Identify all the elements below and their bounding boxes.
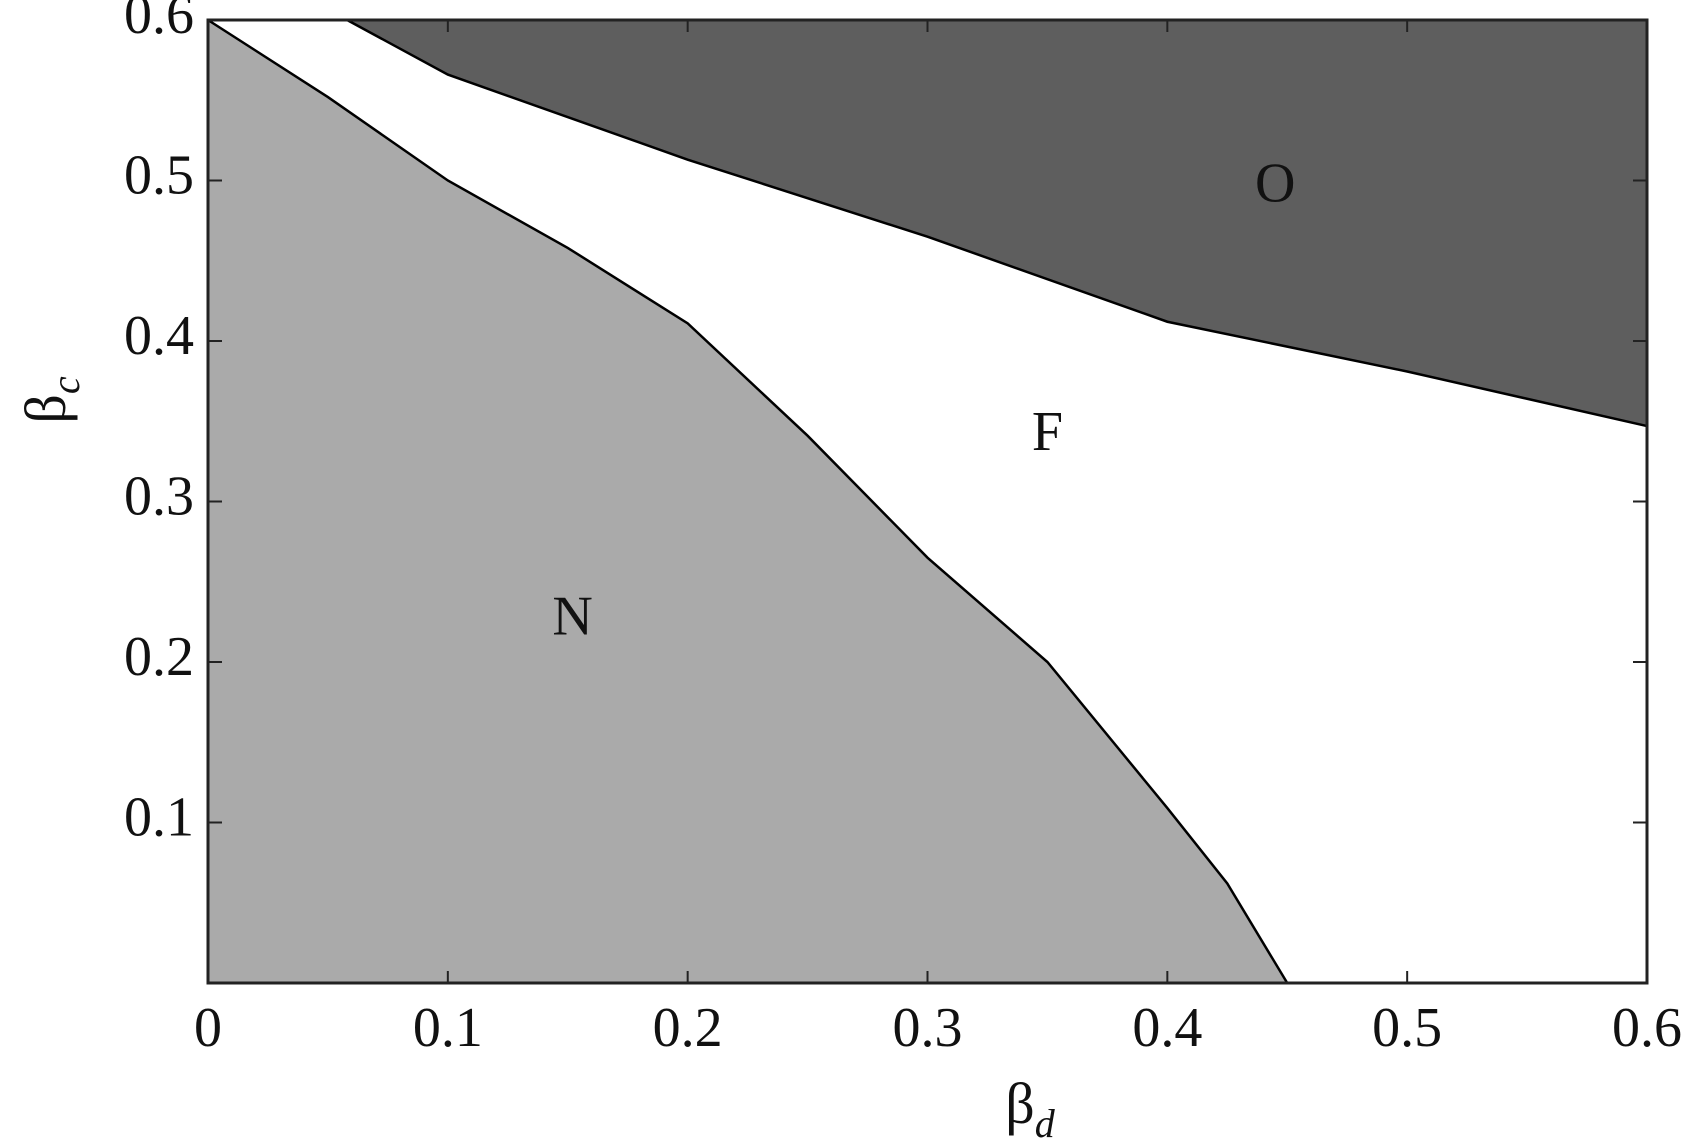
region-label: O — [1255, 152, 1295, 214]
x-label-symbol: β — [1005, 1071, 1035, 1136]
x-tick-label: 0.2 — [653, 997, 723, 1059]
boundary-line — [207, 18, 1289, 984]
y-tick-label: 0.3 — [124, 465, 194, 527]
x-tick-label: 0.5 — [1372, 997, 1442, 1059]
region-label: N — [552, 586, 592, 648]
x-tick-label: 0 — [194, 997, 222, 1059]
x-axis-label: βd — [1005, 1071, 1056, 1144]
x-tick-label: 0.1 — [413, 997, 483, 1059]
x-tick-label: 0.6 — [1612, 997, 1682, 1059]
y-tick-label: 0.2 — [124, 626, 194, 688]
y-label-subscript: c — [43, 376, 88, 394]
y-tick-label: 0.4 — [124, 305, 194, 367]
y-label-symbol: β — [13, 394, 78, 424]
y-axis-label: βc — [13, 376, 88, 424]
region-label: F — [1032, 401, 1063, 463]
region — [347, 20, 1648, 427]
y-tick-label: 0.5 — [124, 144, 194, 206]
x-label-subscript: d — [1035, 1101, 1056, 1144]
boundary-line — [346, 18, 1648, 428]
x-tick-label: 0.3 — [893, 997, 963, 1059]
x-tick-label: 0.4 — [1132, 997, 1202, 1059]
y-tick-label: 0.6 — [124, 0, 194, 46]
y-tick-label: 0.1 — [124, 786, 194, 848]
region — [208, 20, 1288, 983]
